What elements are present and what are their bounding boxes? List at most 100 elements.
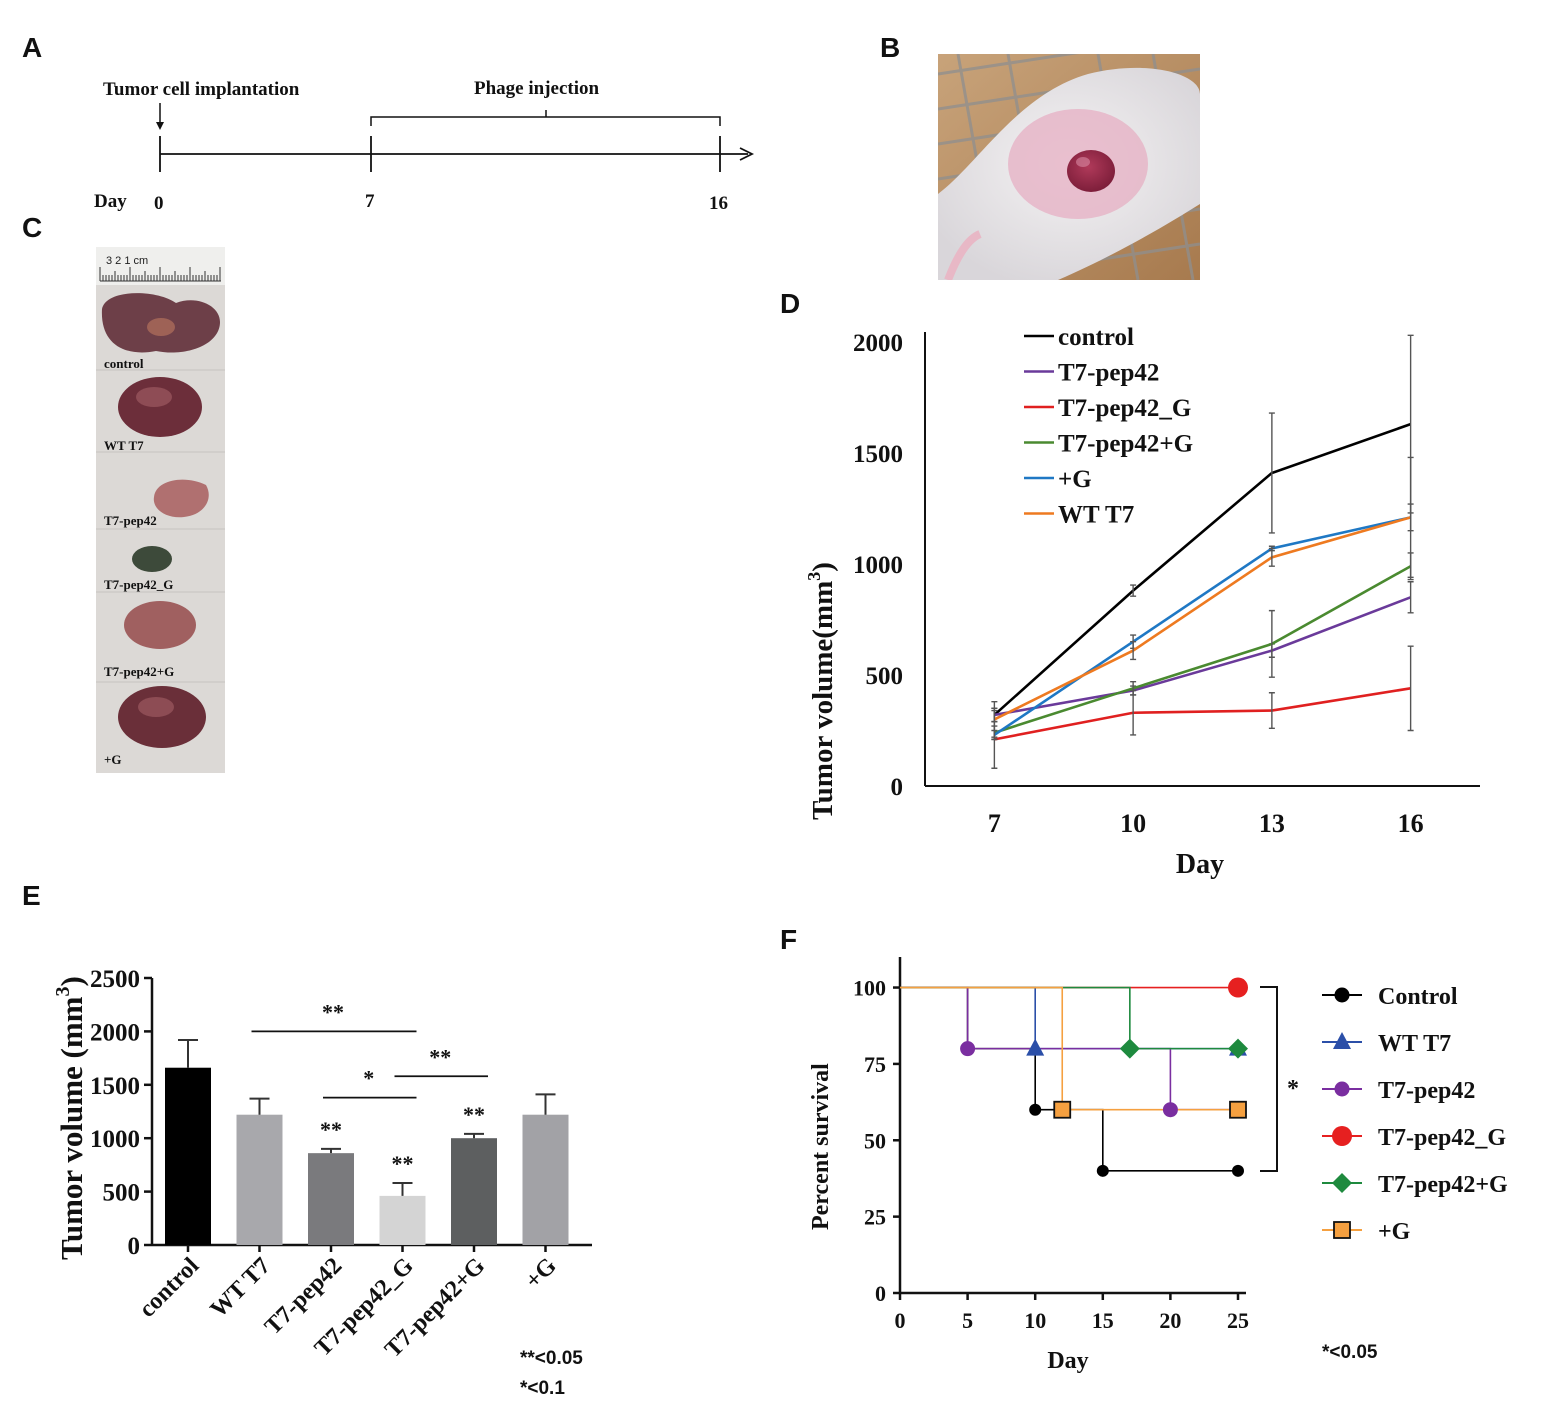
tumor-label-pep42-g: T7-pep42_G (104, 577, 173, 592)
chart-f-legend-marker (1334, 1081, 1350, 1097)
chart-d-series-line (993, 516, 1411, 737)
chart-d-ytick-label: 1000 (853, 552, 903, 579)
chart-f-ytick-label: 75 (864, 1052, 886, 1077)
chart-f-marker (1229, 1100, 1247, 1119)
chart-d-ylabel: Tumor volume(mm3) (804, 562, 839, 820)
panel-label-a: A (22, 32, 43, 63)
chart-f-note: *<0.05 (1322, 1342, 1378, 1363)
chart-d-legend-label: T7-pep42+G (1058, 431, 1193, 458)
chart-d-ytick-label: 500 (866, 663, 904, 690)
timeline-day-16: 16 (709, 193, 728, 214)
chart-e-error-bar (464, 1132, 484, 1139)
chart-d-series-line (993, 565, 1412, 734)
chart-f-survival: 0 25 50 75 100 0 5 10 15 20 25 Control WT T7 T7-pep4… (808, 957, 1508, 1374)
chart-d-series-line (993, 516, 1411, 721)
chart-f-series-line (900, 986, 1238, 1172)
chart-e-error-bar (249, 1097, 270, 1115)
chart-e-bar (236, 1114, 283, 1245)
chart-f-legend-marker (1332, 1173, 1352, 1193)
timeline-day-7: 7 (365, 191, 375, 212)
chart-e-error-bar (535, 1093, 556, 1115)
timeline-diagram: Tumor cell implantation Phage injection … (94, 78, 755, 214)
chart-d-error-bar (1130, 584, 1137, 597)
chart-f-legend-marker (1333, 1032, 1351, 1049)
chart-f-marker (1119, 1038, 1140, 1059)
chart-d-legend-label: T7-pep42_G (1058, 395, 1191, 422)
chart-e-ytick-label: 2000 (90, 1019, 140, 1046)
chart-e-ylabel: Tumor volume (mm3) (52, 976, 89, 1260)
chart-e-bar-annotation: ** (463, 1102, 485, 1127)
tumor-plus-g (118, 686, 206, 748)
tumor-label-pep42-plus-g: T7-pep42+G (104, 664, 174, 679)
chart-d-series-line (994, 596, 1412, 717)
chart-d-legend-label: control (1058, 324, 1134, 351)
chart-e-xtick-label: +G (520, 1253, 561, 1294)
chart-e-bar-annotation: ** (392, 1151, 414, 1176)
panel-label-d: D (780, 288, 801, 319)
chart-f-marker (1228, 1038, 1248, 1059)
tumor-pep42-plus-g (124, 601, 196, 649)
chart-e-bar-annotation: ** (320, 1117, 342, 1142)
timeline-day-label: Day (94, 191, 127, 212)
chart-d-xtick-label: 13 (1259, 809, 1285, 838)
chart-d-error-bar (1268, 692, 1275, 729)
chart-f-marker (1096, 1164, 1109, 1177)
timeline-arrow-head (739, 147, 755, 161)
chart-f-ylabel: Percent survival (808, 1063, 834, 1230)
chart-d-xtick-label: 10 (1120, 809, 1146, 838)
chart-d-error-bar (1268, 609, 1275, 678)
chart-d-xlabel: Day (1176, 849, 1224, 880)
chart-f-legend-label: Control (1378, 984, 1458, 1010)
chart-e-legend-2: *<0.1 (520, 1378, 565, 1399)
chart-f-ytick-label: 50 (864, 1128, 886, 1153)
chart-f-ytick-label: 100 (853, 976, 886, 1001)
chart-e-bar (451, 1138, 497, 1245)
tumor-label-wt: WT T7 (104, 438, 144, 453)
tumor-pep42 (153, 479, 209, 518)
chart-d-error-bar (1407, 645, 1414, 732)
chart-d-ytick-label: 0 (891, 774, 904, 801)
chart-f-marker (1026, 1038, 1045, 1056)
chart-e-bar (522, 1114, 569, 1245)
chart-f-series-line (900, 986, 1238, 1050)
chart-d-legend-label: T7-pep42 (1058, 360, 1159, 387)
chart-f-xtick-label: 25 (1227, 1308, 1249, 1333)
chart-d-error-bar (1407, 581, 1414, 614)
chart-f-xtick-label: 0 (895, 1308, 906, 1333)
tumor-label-control: control (104, 356, 144, 371)
chart-d-ytick-label: 2000 (853, 330, 903, 357)
chart-e-comparison-label: ** (429, 1044, 451, 1069)
ruler-text: 3 2 1 cm (106, 255, 148, 267)
chart-f-legend-label: T7-pep42 (1378, 1078, 1475, 1104)
chart-f-ytick-label: 0 (875, 1281, 886, 1306)
chart-e-legend-1: **<0.05 (520, 1348, 583, 1369)
chart-d-legend-label: +G (1058, 466, 1092, 493)
chart-f-marker (1053, 1100, 1072, 1119)
chart-f-legend-marker (1332, 1126, 1352, 1146)
mouse-tumor-photo (938, 54, 1200, 280)
panel-label-f: F (780, 924, 798, 955)
chart-d-series-line (994, 687, 1411, 741)
chart-e-error-bar (392, 1182, 413, 1196)
panel-label-c: C (22, 212, 43, 243)
chart-d-series-line (993, 422, 1412, 716)
chart-e-ytick-label: 500 (103, 1180, 141, 1207)
timeline-implant-label: Tumor cell implantation (103, 79, 300, 100)
chart-f-xtick-label: 15 (1092, 1308, 1114, 1333)
chart-f-series-line (900, 986, 1238, 1050)
chart-d-error-bar (1407, 456, 1414, 579)
chart-e-xtick-label: control (134, 1253, 204, 1323)
chart-d-tumor-growth: 0 500 1000 1500 2000 7 10 13 16 control T7-pep42 T… (804, 324, 1480, 880)
chart-f-marker (1162, 1102, 1178, 1118)
tumor-wt (118, 377, 202, 437)
chart-f-legend-label: T7-pep42+G (1378, 1172, 1508, 1198)
timeline-day-0: 0 (154, 193, 164, 214)
tumor-pep42-g (132, 546, 172, 572)
panel-label-b: B (880, 32, 901, 63)
chart-f-marker (1228, 977, 1248, 998)
chart-e-bar (379, 1195, 426, 1245)
chart-f-marker (1232, 1164, 1244, 1177)
chart-e-bar (308, 1153, 354, 1245)
chart-f-sig-star: * (1287, 1076, 1299, 1102)
chart-d-error-bar (1268, 412, 1275, 534)
